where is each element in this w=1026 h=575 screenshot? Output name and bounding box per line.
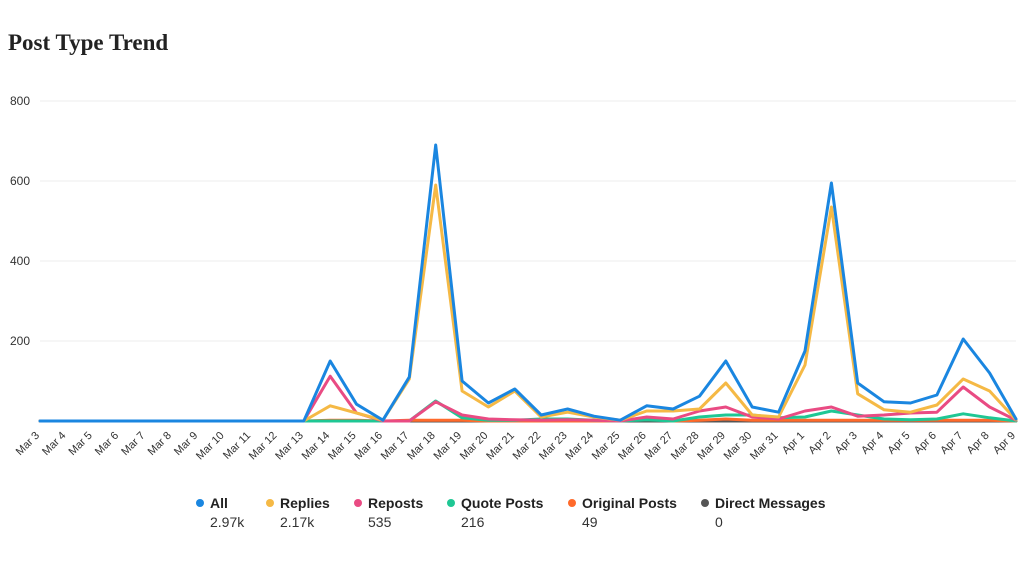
legend-dot-icon	[354, 499, 362, 507]
series-line-reposts	[38, 374, 1018, 423]
legend-item-direct-messages[interactable]: Direct Messages 0	[701, 495, 826, 530]
x-tick-label: Mar 28	[669, 430, 702, 463]
x-tick-label: Mar 6	[93, 430, 121, 458]
legend-item-all[interactable]: All 2.97k	[196, 495, 244, 530]
legend-label: Replies	[280, 495, 330, 511]
x-tick-label: Mar 4	[40, 430, 68, 458]
legend-dot-icon	[568, 499, 576, 507]
x-tick-label: Mar 8	[146, 430, 174, 458]
legend-total: 2.17k	[280, 514, 315, 530]
x-tick-label: Apr 5	[886, 430, 913, 457]
x-tick-label: Mar 15	[326, 430, 359, 463]
legend-dot-icon	[196, 499, 204, 507]
y-tick-label: 600	[10, 174, 30, 188]
legend-label: All	[210, 495, 228, 511]
x-tick-label: Mar 30	[722, 430, 755, 463]
legend-total: 2.97k	[210, 514, 245, 530]
x-tick-label: Mar 19	[431, 430, 464, 463]
x-tick-label: Apr 2	[806, 430, 833, 457]
legend-dot-icon	[266, 499, 274, 507]
x-tick-label: Apr 4	[859, 430, 886, 457]
x-tick-label: Mar 21	[484, 430, 517, 463]
series-line-replies	[38, 183, 1018, 423]
series-line-all	[38, 143, 1018, 423]
x-tick-label: Mar 18	[405, 430, 438, 463]
x-tick-label: Mar 26	[616, 430, 649, 463]
x-tick-label: Mar 24	[563, 430, 596, 463]
x-tick-label: Mar 7	[119, 430, 147, 458]
legend-total: 216	[461, 514, 485, 530]
legend-label: Quote Posts	[461, 495, 544, 511]
y-tick-label: 800	[10, 94, 30, 108]
y-tick-label: 200	[10, 334, 30, 348]
x-tick-label: Apr 6	[912, 430, 939, 457]
x-tick-label: Mar 16	[352, 430, 385, 463]
legend-item-original-posts[interactable]: Original Posts 49	[568, 495, 677, 530]
x-tick-label: Mar 29	[695, 430, 728, 463]
x-tick-label: Apr 3	[833, 430, 860, 457]
legend-dot-icon	[701, 499, 709, 507]
y-tick-label: 400	[10, 254, 30, 268]
legend-item-reposts[interactable]: Reposts 535	[354, 495, 423, 530]
grid-lines	[40, 100, 1016, 422]
x-tick-label: Mar 27	[642, 430, 675, 463]
legend-total: 535	[368, 514, 392, 530]
x-tick-label: Mar 23	[537, 430, 570, 463]
x-tick-label: Apr 8	[965, 430, 992, 457]
legend-label: Reposts	[368, 495, 424, 511]
x-tick-label: Mar 5	[67, 430, 95, 458]
x-tick-label: Mar 14	[300, 430, 333, 463]
x-tick-label: Mar 13	[273, 430, 306, 463]
x-tick-label: Apr 9	[991, 430, 1018, 457]
x-tick-label: Mar 22	[511, 430, 544, 463]
x-tick-label: Mar 12	[247, 430, 280, 463]
x-tick-label: Mar 25	[590, 430, 623, 463]
x-tick-label: Apr 1	[780, 430, 807, 457]
legend-dot-icon	[447, 499, 455, 507]
x-tick-label: Mar 10	[194, 430, 227, 463]
x-tick-label: Mar 20	[458, 430, 491, 463]
legend-label: Original Posts	[582, 495, 677, 511]
legend-total: 0	[715, 514, 723, 530]
x-tick-label: Apr 7	[938, 430, 965, 457]
x-tick-label: Mar 17	[379, 430, 412, 463]
x-tick-label: Mar 11	[221, 430, 253, 462]
x-tick-label: Mar 31	[748, 430, 781, 463]
y-axis-ticks: 200 400 600 800	[10, 94, 30, 348]
legend-item-replies[interactable]: Replies 2.17k	[266, 495, 330, 530]
legend-label: Direct Messages	[715, 495, 826, 511]
legend-item-quote-posts[interactable]: Quote Posts 216	[447, 495, 543, 530]
series-lines	[38, 143, 1018, 423]
legend-total: 49	[582, 514, 598, 530]
x-tick-label: Mar 3	[14, 430, 42, 458]
chart-legend: All 2.97k Replies 2.17k Reposts 535 Quote Post…	[0, 495, 1026, 535]
chart-title: Post Type Trend	[8, 30, 169, 55]
